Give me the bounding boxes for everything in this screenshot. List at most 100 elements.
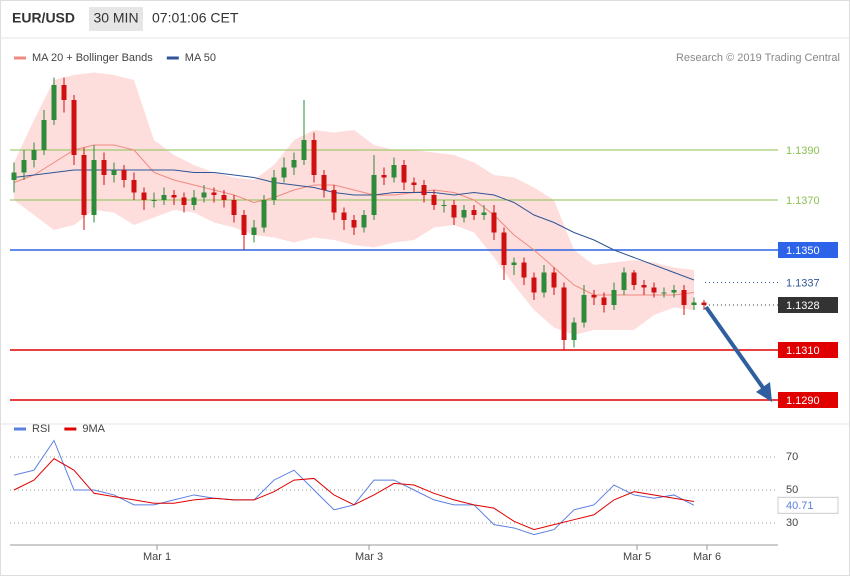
timeframe: 30 MIN	[93, 10, 138, 26]
candle-body	[461, 210, 467, 218]
candle-body	[361, 215, 367, 228]
candle-body	[91, 160, 97, 215]
candle-body	[101, 160, 107, 175]
candle-body	[381, 175, 387, 178]
symbol: EUR/USD	[12, 10, 75, 26]
candle-body	[161, 195, 167, 200]
level-label: 1.1290	[786, 395, 820, 407]
legend-label: 9MA	[82, 423, 105, 435]
candle-body	[301, 140, 307, 160]
candle-body	[551, 272, 557, 288]
candle-body	[451, 205, 457, 218]
candle-body	[311, 140, 317, 175]
candle-body	[261, 200, 267, 228]
rsi-value-box	[777, 496, 839, 514]
candle-body	[41, 120, 47, 150]
rsi-tick-label: 30	[786, 517, 798, 529]
candle-body	[691, 302, 697, 305]
candle-body	[611, 290, 617, 305]
candle-body	[131, 180, 137, 193]
candle-body	[171, 195, 177, 198]
candle-body	[271, 177, 277, 200]
forecast-arrowhead	[756, 382, 772, 402]
level-label: 1.1350	[786, 245, 820, 257]
candle-body	[671, 290, 677, 293]
level-box	[778, 297, 838, 313]
candle-body	[591, 295, 597, 298]
plot: 1.1390 1.1370 1.1350 1.1337 1.1328 1.1310 1.12…	[10, 52, 839, 563]
candle-body	[581, 295, 587, 323]
candle-body	[11, 172, 17, 180]
candle-body	[661, 292, 667, 294]
candle-body	[191, 197, 197, 205]
candle-body	[281, 167, 287, 178]
level-label: 1.1370	[786, 195, 820, 207]
candle-body	[541, 272, 547, 293]
candle-body	[531, 277, 537, 293]
candle-body	[341, 212, 347, 220]
candle-body	[181, 197, 187, 205]
candle-body	[521, 262, 527, 278]
level-label: 1.1310	[786, 345, 820, 357]
candle-body	[211, 192, 217, 195]
rsi-value-label: 40.71	[786, 500, 814, 512]
level-label: 1.1328	[786, 300, 820, 312]
level-box	[778, 242, 838, 258]
candle-body	[511, 262, 517, 265]
candle-body	[621, 272, 627, 290]
level-box	[778, 342, 838, 358]
candle-body	[331, 190, 337, 213]
timeframe-box	[89, 7, 143, 31]
level-box	[778, 392, 838, 408]
candle-body	[561, 287, 567, 340]
candle-body	[51, 85, 57, 120]
legend-label: RSI	[32, 423, 50, 435]
candle-body	[391, 165, 397, 178]
candle-body	[421, 185, 427, 195]
candle-body	[231, 200, 237, 215]
x-tick-label: Mar 6	[693, 551, 721, 563]
candle-body	[371, 175, 377, 215]
candle-body	[221, 195, 227, 200]
candle-body	[291, 160, 297, 168]
rsi-tick-label: 50	[786, 484, 798, 496]
candle-body	[601, 297, 607, 305]
legend-label: MA 20 + Bollinger Bands	[32, 52, 153, 64]
x-tick-label: Mar 5	[623, 551, 651, 563]
candle-body	[401, 165, 407, 183]
candle-body	[411, 182, 417, 185]
candle-body	[201, 192, 207, 198]
level-label: 1.1390	[786, 145, 820, 157]
candle-body	[121, 170, 127, 180]
candle-body	[441, 205, 447, 206]
candle-body	[641, 285, 647, 288]
candle-body	[501, 232, 507, 265]
candle-body	[141, 192, 147, 200]
rsi-tick-label: 70	[786, 451, 798, 463]
candle-body	[21, 160, 27, 173]
candle-body	[321, 175, 327, 190]
clock: 07:01:06 CET	[152, 10, 239, 26]
candle-body	[61, 85, 67, 100]
candle-body	[81, 155, 87, 215]
ma-line	[13, 144, 695, 296]
candle-body	[151, 200, 157, 201]
candle-body	[111, 170, 117, 175]
candle-body	[681, 290, 687, 305]
candle-body	[251, 227, 257, 235]
candle-body	[31, 150, 37, 160]
x-tick-label: Mar 3	[355, 551, 383, 563]
level-label: 1.1337	[786, 277, 820, 289]
source: Research © 2019 Trading Central	[676, 52, 840, 64]
candle-body	[491, 212, 497, 233]
forecast-arrow	[704, 305, 768, 394]
candle-body	[481, 212, 487, 215]
rsi-line	[13, 458, 695, 531]
candle-body	[631, 272, 637, 285]
candle-body	[701, 302, 707, 305]
legend-label: MA 50	[185, 52, 216, 64]
candle-body	[571, 322, 577, 340]
candle-body	[71, 100, 77, 155]
